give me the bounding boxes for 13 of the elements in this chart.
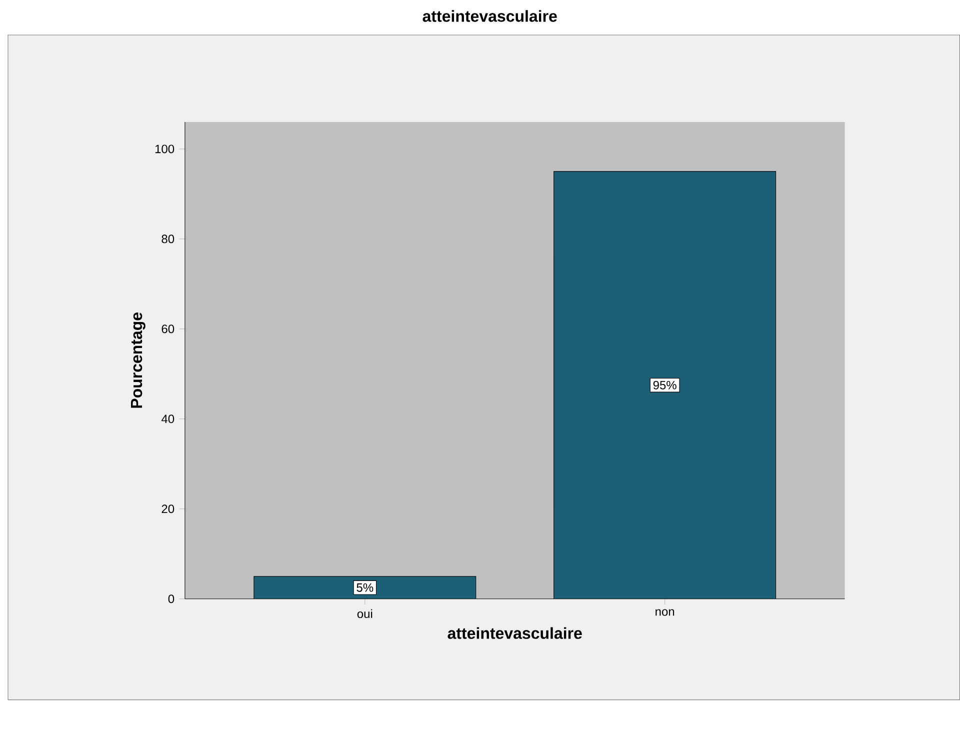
chart-title: atteintevasculaire xyxy=(422,10,557,22)
data-label: 5% xyxy=(356,583,374,592)
y-tick-label: 20 xyxy=(162,504,174,514)
y-tick-label: 0 xyxy=(168,594,174,604)
y-tick-label: 100 xyxy=(155,144,174,154)
y-tick-label: 60 xyxy=(162,324,174,334)
y-tick-label: 40 xyxy=(161,414,174,424)
x-tick-label: oui xyxy=(357,609,372,618)
y-tick-label: 80 xyxy=(162,234,174,244)
x-tick-label: non xyxy=(656,609,674,616)
y-axis-title: Pourcentage xyxy=(131,312,146,408)
x-axis-title: atteintevasculaire xyxy=(448,627,582,640)
data-label: 95% xyxy=(653,380,676,390)
